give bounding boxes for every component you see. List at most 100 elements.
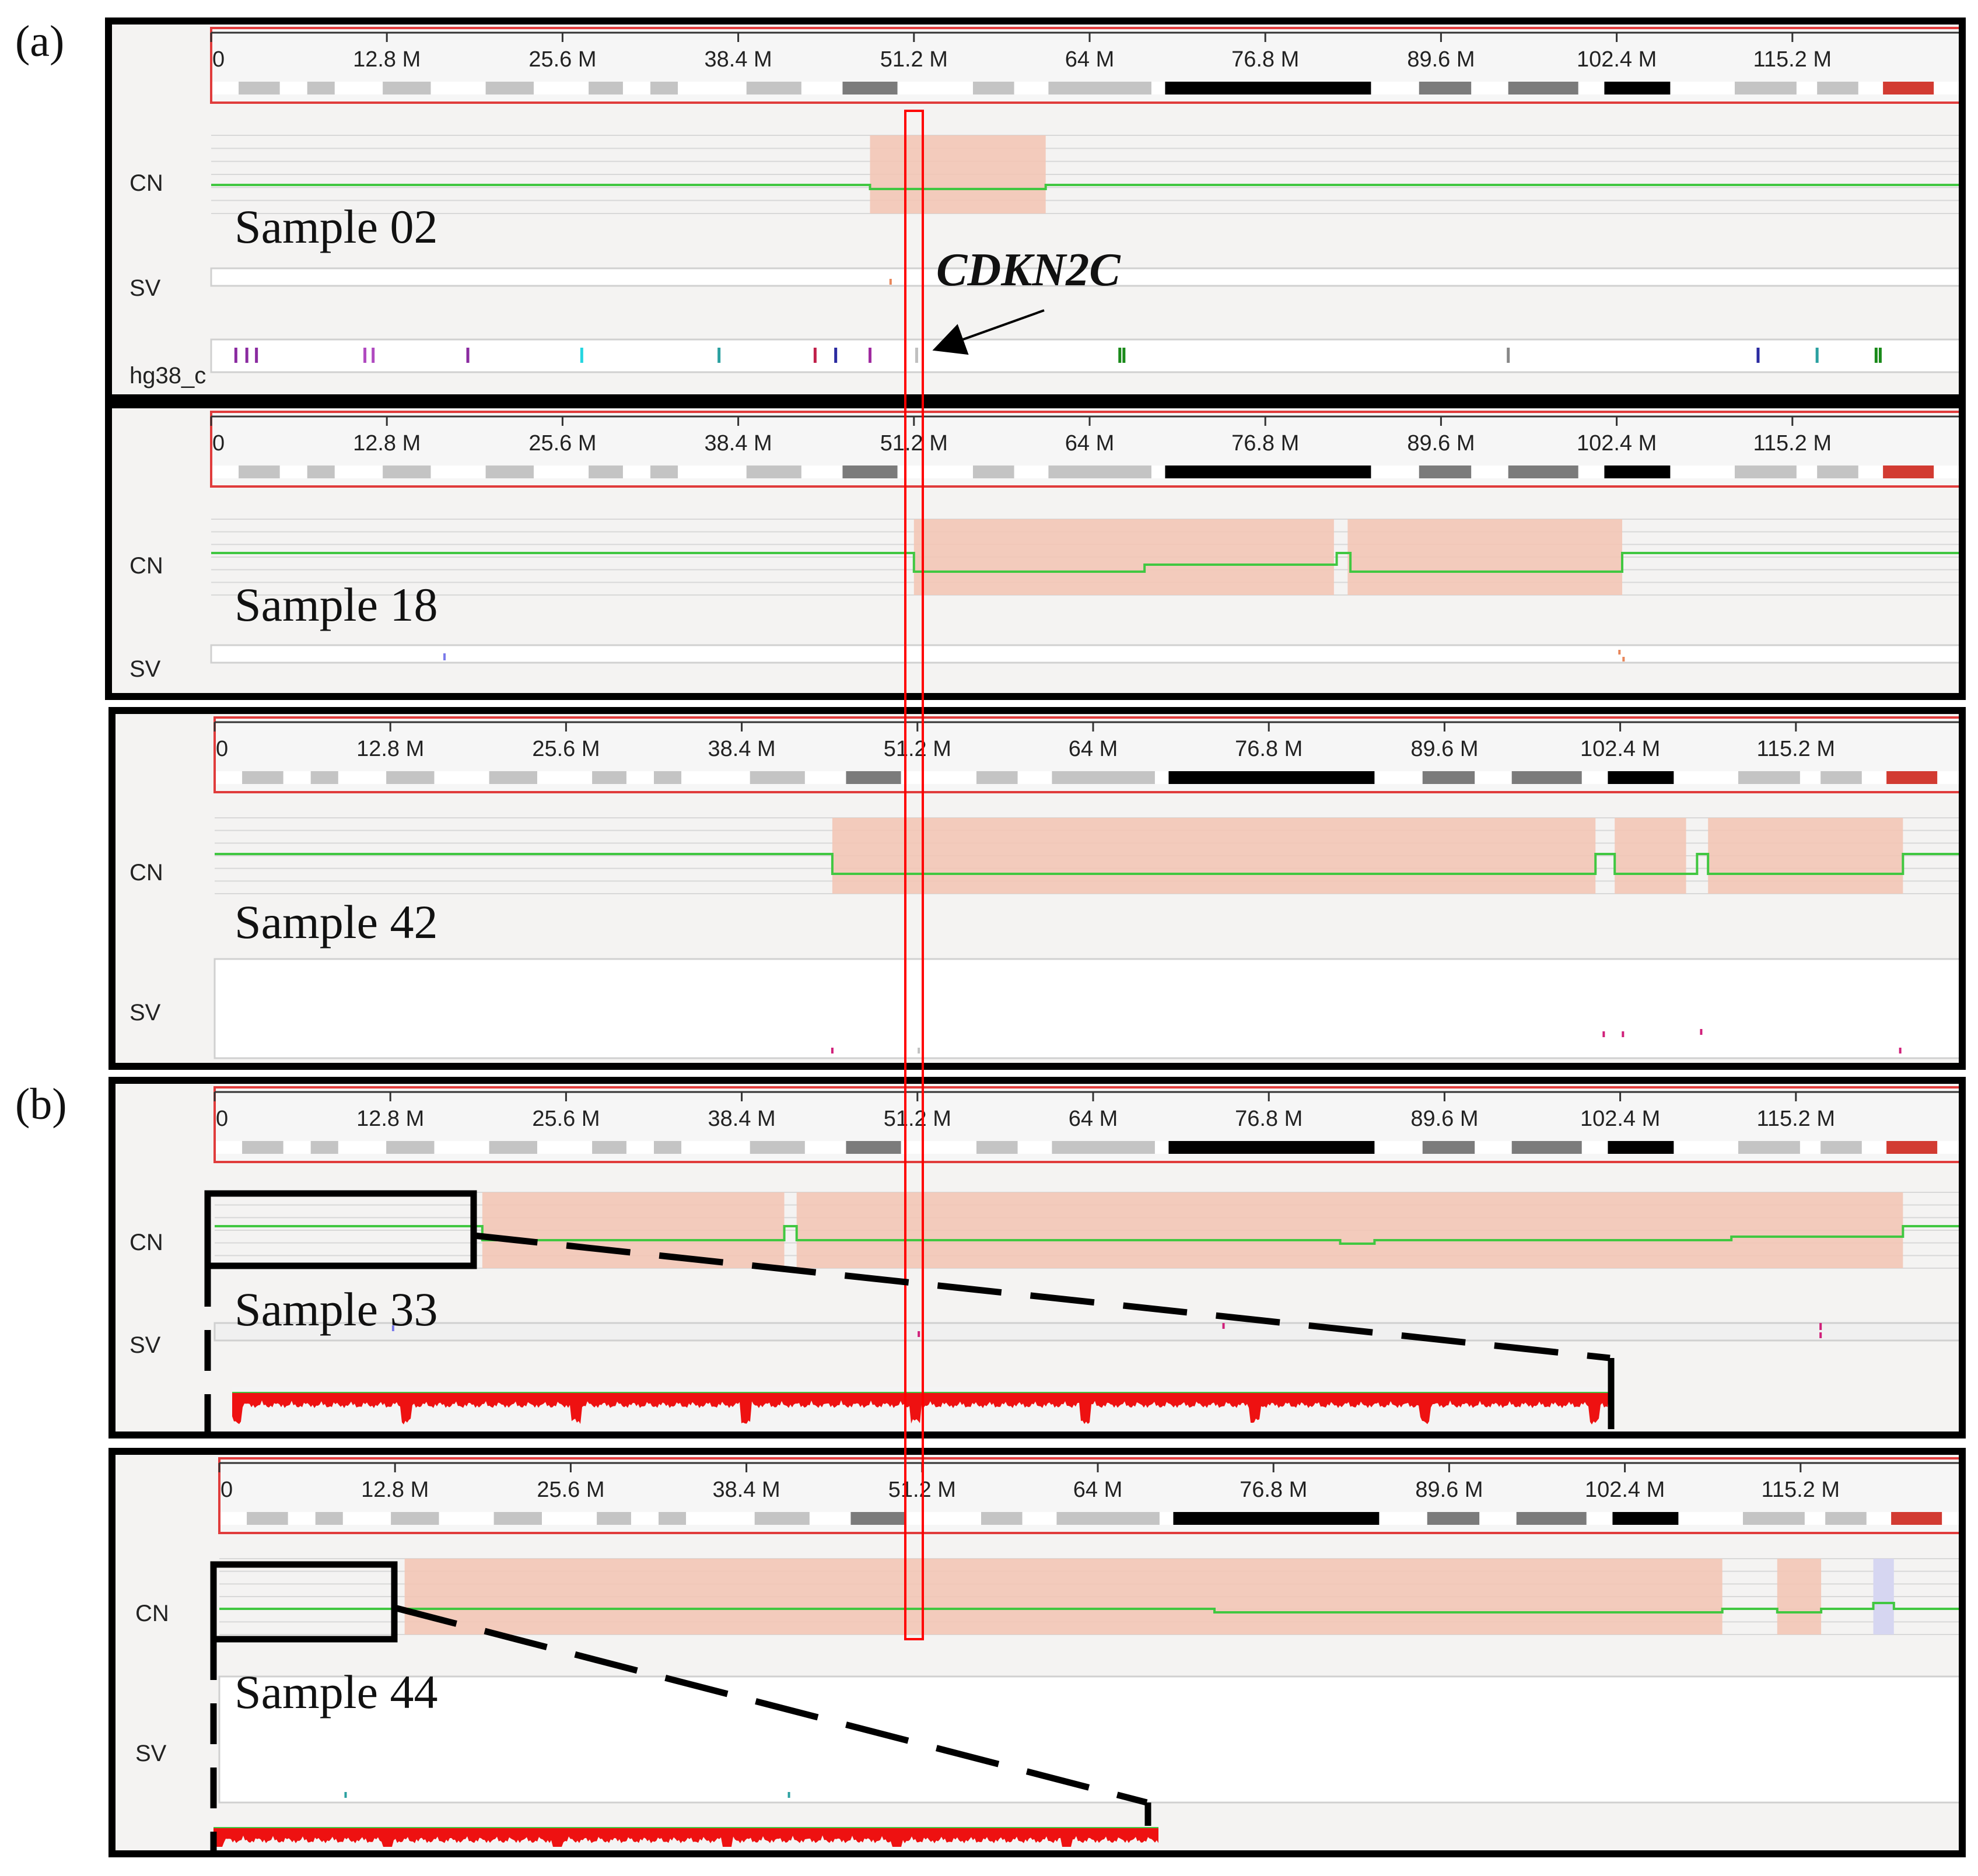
sv-mark [1222, 1323, 1225, 1329]
reference-feature [1756, 348, 1760, 363]
ideogram-band [1048, 466, 1151, 478]
ideogram-band [842, 82, 898, 94]
ideogram-band [842, 466, 898, 478]
reference-feature [580, 348, 583, 363]
cn-gain-segment [1873, 1559, 1894, 1634]
ideogram-band [654, 1141, 682, 1154]
ruler-tick-label: 25.6 M [537, 1478, 604, 1502]
reference-feature [1507, 348, 1510, 363]
sv-track-frame [210, 644, 1959, 664]
ideogram-band [1742, 1512, 1805, 1525]
reference-feature [869, 348, 871, 363]
sv-track [210, 644, 1959, 664]
ideogram-band [1883, 466, 1934, 478]
sv-mark [443, 653, 446, 660]
reference-feature [1874, 348, 1878, 363]
cn-track-label: CN [129, 170, 163, 196]
cn-track-label: CN [129, 553, 163, 579]
panel-canvas: 0 12.8 M 25.6 M 38.4 M 51.2 M 64 M 76.8 M 89.6 … [213, 1086, 1959, 1430]
ruler-tick-label: 102.4 M [1580, 737, 1660, 761]
reference-feature [1118, 348, 1122, 363]
cn-line [215, 1225, 1959, 1245]
ruler-tick-label: 76.8 M [1231, 47, 1299, 72]
sv-mark [1899, 1048, 1902, 1054]
reference-feature [717, 348, 721, 363]
chromosome-ruler: 0 12.8 M 25.6 M 38.4 M 51.2 M 64 M 76.8 M 89.6 … [218, 1457, 1959, 1534]
ruler-tick-label: 89.6 M [1410, 737, 1478, 761]
ruler-tick-label: 89.6 M [1410, 1107, 1478, 1131]
ideogram-band [1048, 82, 1151, 94]
ruler-tick-label: 12.8 M [356, 737, 424, 761]
ruler-tick-label: 76.8 M [1235, 1107, 1303, 1131]
panel-canvas: 0 12.8 M 25.6 M 38.4 M 51.2 M 64 M 76.8 M 89.6 … [210, 27, 1959, 373]
chromosome-ruler: 0 12.8 M 25.6 M 38.4 M 51.2 M 64 M 76.8 M 89.6 … [210, 411, 1959, 488]
ruler-tick-label: 0 [212, 431, 225, 456]
ideogram-band [1422, 771, 1475, 784]
sample-label: Sample 02 [234, 200, 438, 253]
sv-track-label: SV [129, 1000, 161, 1026]
reference-feature [1878, 348, 1882, 363]
zoom-box-sample-33 [204, 1190, 477, 1269]
cn-loss-segment [1708, 818, 1903, 894]
ideogram-band [1817, 466, 1858, 478]
reference-track-label: hg38_c [129, 363, 206, 388]
sv-track-label: SV [129, 656, 161, 682]
ruler-tick-label: 25.6 M [532, 1107, 600, 1131]
sv-mark [391, 1325, 394, 1331]
ideogram-band [383, 82, 431, 94]
ruler-tick-label: 38.4 M [705, 47, 772, 72]
sample-label: Sample 42 [234, 895, 438, 949]
ideogram-band [650, 82, 678, 94]
panel-sample-42: 0 12.8 M 25.6 M 38.4 M 51.2 M 64 M 76.8 M 89.6 … [108, 707, 1966, 1070]
cn-loss-segment [913, 519, 1334, 595]
sv-track-frame [213, 958, 1959, 1059]
cn-track-label: CN [129, 860, 163, 886]
reference-track-frame [210, 338, 1959, 373]
ideogram-band [1419, 82, 1472, 94]
ruler-tick-label: 51.2 M [880, 431, 948, 456]
shifted-content: 0 12.8 M 25.6 M 38.4 M 51.2 M 64 M 76.8 M 89.6 … [213, 1457, 1959, 1850]
ideogram-band [1734, 466, 1797, 478]
panel-sample-02: 0 12.8 M 25.6 M 38.4 M 51.2 M 64 M 76.8 M 89.6 … [105, 18, 1966, 401]
ideogram-band [1419, 466, 1472, 478]
ideogram-band [485, 466, 534, 478]
reference-feature [245, 348, 248, 363]
sv-mark [1819, 1332, 1822, 1338]
ideogram-band [307, 82, 335, 94]
ideogram-band [750, 1141, 805, 1154]
ideogram-band [1883, 82, 1934, 94]
reference-feature [1122, 348, 1126, 363]
ideogram-band [242, 771, 283, 784]
ideogram-band [310, 1141, 338, 1154]
sv-mark [831, 1048, 834, 1054]
ideogram-band [1173, 1512, 1380, 1525]
cdkn2c-arrow [932, 309, 1045, 355]
ideogram-band [1052, 1141, 1155, 1154]
ideogram-band [315, 1512, 343, 1525]
ruler-tick-label: 64 M [1069, 737, 1118, 761]
sv-mark [889, 279, 892, 285]
panel-canvas: 0 12.8 M 25.6 M 38.4 M 51.2 M 64 M 76.8 M 89.6 … [210, 411, 1959, 664]
cn-line [211, 184, 1959, 190]
ideogram-band [493, 1512, 542, 1525]
ideogram-band [307, 466, 335, 478]
ideogram-band [1608, 771, 1674, 784]
cn-loss-segment [796, 1192, 1903, 1268]
cn-line [211, 552, 1959, 573]
cn-loss-segment [404, 1559, 1723, 1634]
sv-mark [1819, 1323, 1822, 1330]
ruler-tick-label: 38.4 M [708, 1107, 776, 1131]
ideogram-band [750, 771, 805, 784]
ideogram-band [659, 1512, 687, 1525]
panel-sample-33: 0 12.8 M 25.6 M 38.4 M 51.2 M 64 M 76.8 M 89.6 … [108, 1077, 1966, 1438]
ideogram-band [1604, 466, 1671, 478]
ideogram-band [386, 1141, 435, 1154]
reference-feature [255, 348, 258, 363]
ruler-tick-label: 25.6 M [532, 737, 600, 761]
sv-mark [1700, 1029, 1703, 1035]
ideogram-band [589, 466, 623, 478]
ideogram-band [391, 1512, 439, 1525]
reference-feature [372, 348, 375, 363]
cn-track [219, 1558, 1959, 1635]
coverage-profile [232, 1393, 1609, 1424]
